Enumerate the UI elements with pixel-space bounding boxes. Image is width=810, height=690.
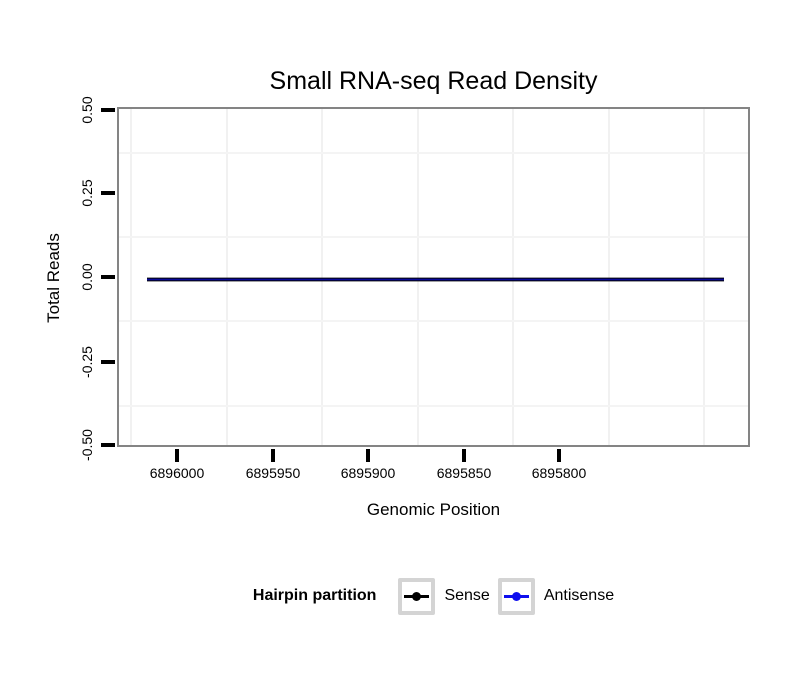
legend: Hairpin partition Sense Antisense	[117, 577, 750, 615]
gridline-vertical	[226, 109, 228, 445]
gridline-vertical	[130, 109, 132, 445]
plot-panel	[117, 107, 750, 447]
gridline-vertical	[703, 109, 705, 445]
gridline-vertical	[417, 109, 419, 445]
gridline-vertical	[512, 109, 514, 445]
y-axis-tick-label: 0.50	[79, 96, 95, 124]
legend-label-sense: Sense	[444, 587, 490, 604]
y-axis-tick-label: -0.50	[79, 429, 95, 461]
x-axis-tick	[175, 449, 179, 462]
chart-title: Small RNA-seq Read Density	[269, 67, 598, 95]
gridline-horizontal	[119, 405, 748, 407]
data-line-layer	[147, 277, 724, 282]
y-axis-tick-label: 0.00	[79, 263, 95, 291]
gridline-vertical	[608, 109, 610, 445]
gridline-horizontal	[119, 320, 748, 322]
y-axis-tick	[101, 275, 115, 279]
x-axis-tick	[366, 449, 370, 462]
y-axis-tick-label: 0.25	[79, 179, 95, 207]
x-axis-tick	[271, 449, 275, 462]
legend-entry-sense: Sense	[398, 577, 490, 615]
x-axis-tick-label: 6896000	[149, 465, 205, 481]
antisense-point-glyph	[511, 591, 521, 601]
y-axis-tick	[101, 443, 115, 447]
y-axis-tick	[101, 191, 115, 195]
x-axis-tick-label: 6895800	[531, 465, 587, 481]
legend-entry-antisense: Antisense	[497, 577, 615, 615]
legend-label-antisense: Antisense	[543, 587, 615, 604]
gridline-horizontal	[119, 152, 748, 154]
y-axis-title: Total Reads	[44, 233, 63, 323]
x-axis-title: Genomic Position	[366, 500, 501, 519]
x-axis-tick-label: 6895950	[245, 465, 301, 481]
gridline-horizontal	[119, 236, 748, 238]
sense-point-glyph	[412, 591, 422, 601]
antisense-legend-key-icon	[497, 577, 535, 615]
x-axis-tick-label: 6895900	[340, 465, 396, 481]
x-axis-tick	[462, 449, 466, 462]
y-axis-tick	[101, 108, 115, 112]
y-axis-tick-label: -0.25	[79, 346, 95, 378]
sense-legend-key-icon	[398, 577, 436, 615]
y-axis-tick	[101, 360, 115, 364]
x-axis-tick-label: 6895850	[436, 465, 492, 481]
x-axis-tick	[557, 449, 561, 462]
gridline-vertical	[321, 109, 323, 445]
legend-title: Hairpin partition	[252, 587, 377, 604]
